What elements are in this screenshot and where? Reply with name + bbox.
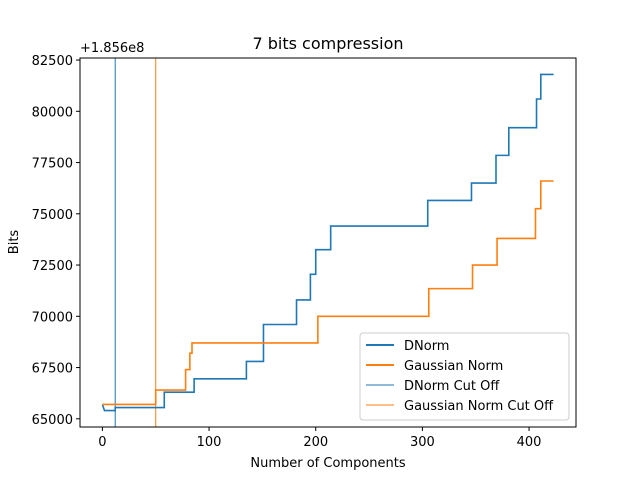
y-tick-label: 70000: [32, 310, 73, 325]
x-axis: 0 100 200 300 400: [98, 427, 541, 450]
y-axis: 65000 67500 70000 72500 75000 77500 80000 82500: [32, 54, 80, 428]
legend: DNorm Gaussian Norm DNorm Cut Off Gaussian …: [359, 332, 570, 421]
y-tick-label: 65000: [32, 413, 73, 428]
x-tick-label: 300: [410, 435, 435, 450]
legend-label: Gaussian Norm Cut Off: [404, 399, 554, 414]
y-tick-label: 77500: [32, 157, 73, 172]
series-layer: [101, 58, 554, 427]
y-offset-text: +1.856e8: [80, 41, 144, 56]
x-axis-label: Number of Components: [250, 456, 405, 471]
y-tick-label: 72500: [32, 259, 73, 274]
series-line: [101, 73, 554, 412]
y-tick-label: 82500: [32, 54, 73, 69]
y-axis-label: Bits: [7, 230, 22, 255]
y-tick-label: 80000: [32, 105, 73, 120]
x-tick-label: 100: [197, 435, 222, 450]
series-line: [102, 180, 554, 406]
x-tick-label: 200: [303, 435, 328, 450]
x-tick-label: 400: [517, 435, 542, 450]
x-tick-label: 0: [98, 435, 106, 450]
y-tick-label: 75000: [32, 208, 73, 223]
plot-frame: [79, 57, 577, 428]
y-tick-label: 67500: [32, 362, 73, 377]
chart-title: 7 bits compression: [252, 34, 403, 53]
legend-label: Gaussian Norm: [404, 359, 503, 374]
legend-box: [359, 332, 570, 421]
legend-label: DNorm: [404, 339, 449, 354]
legend-label: DNorm Cut Off: [404, 379, 500, 394]
